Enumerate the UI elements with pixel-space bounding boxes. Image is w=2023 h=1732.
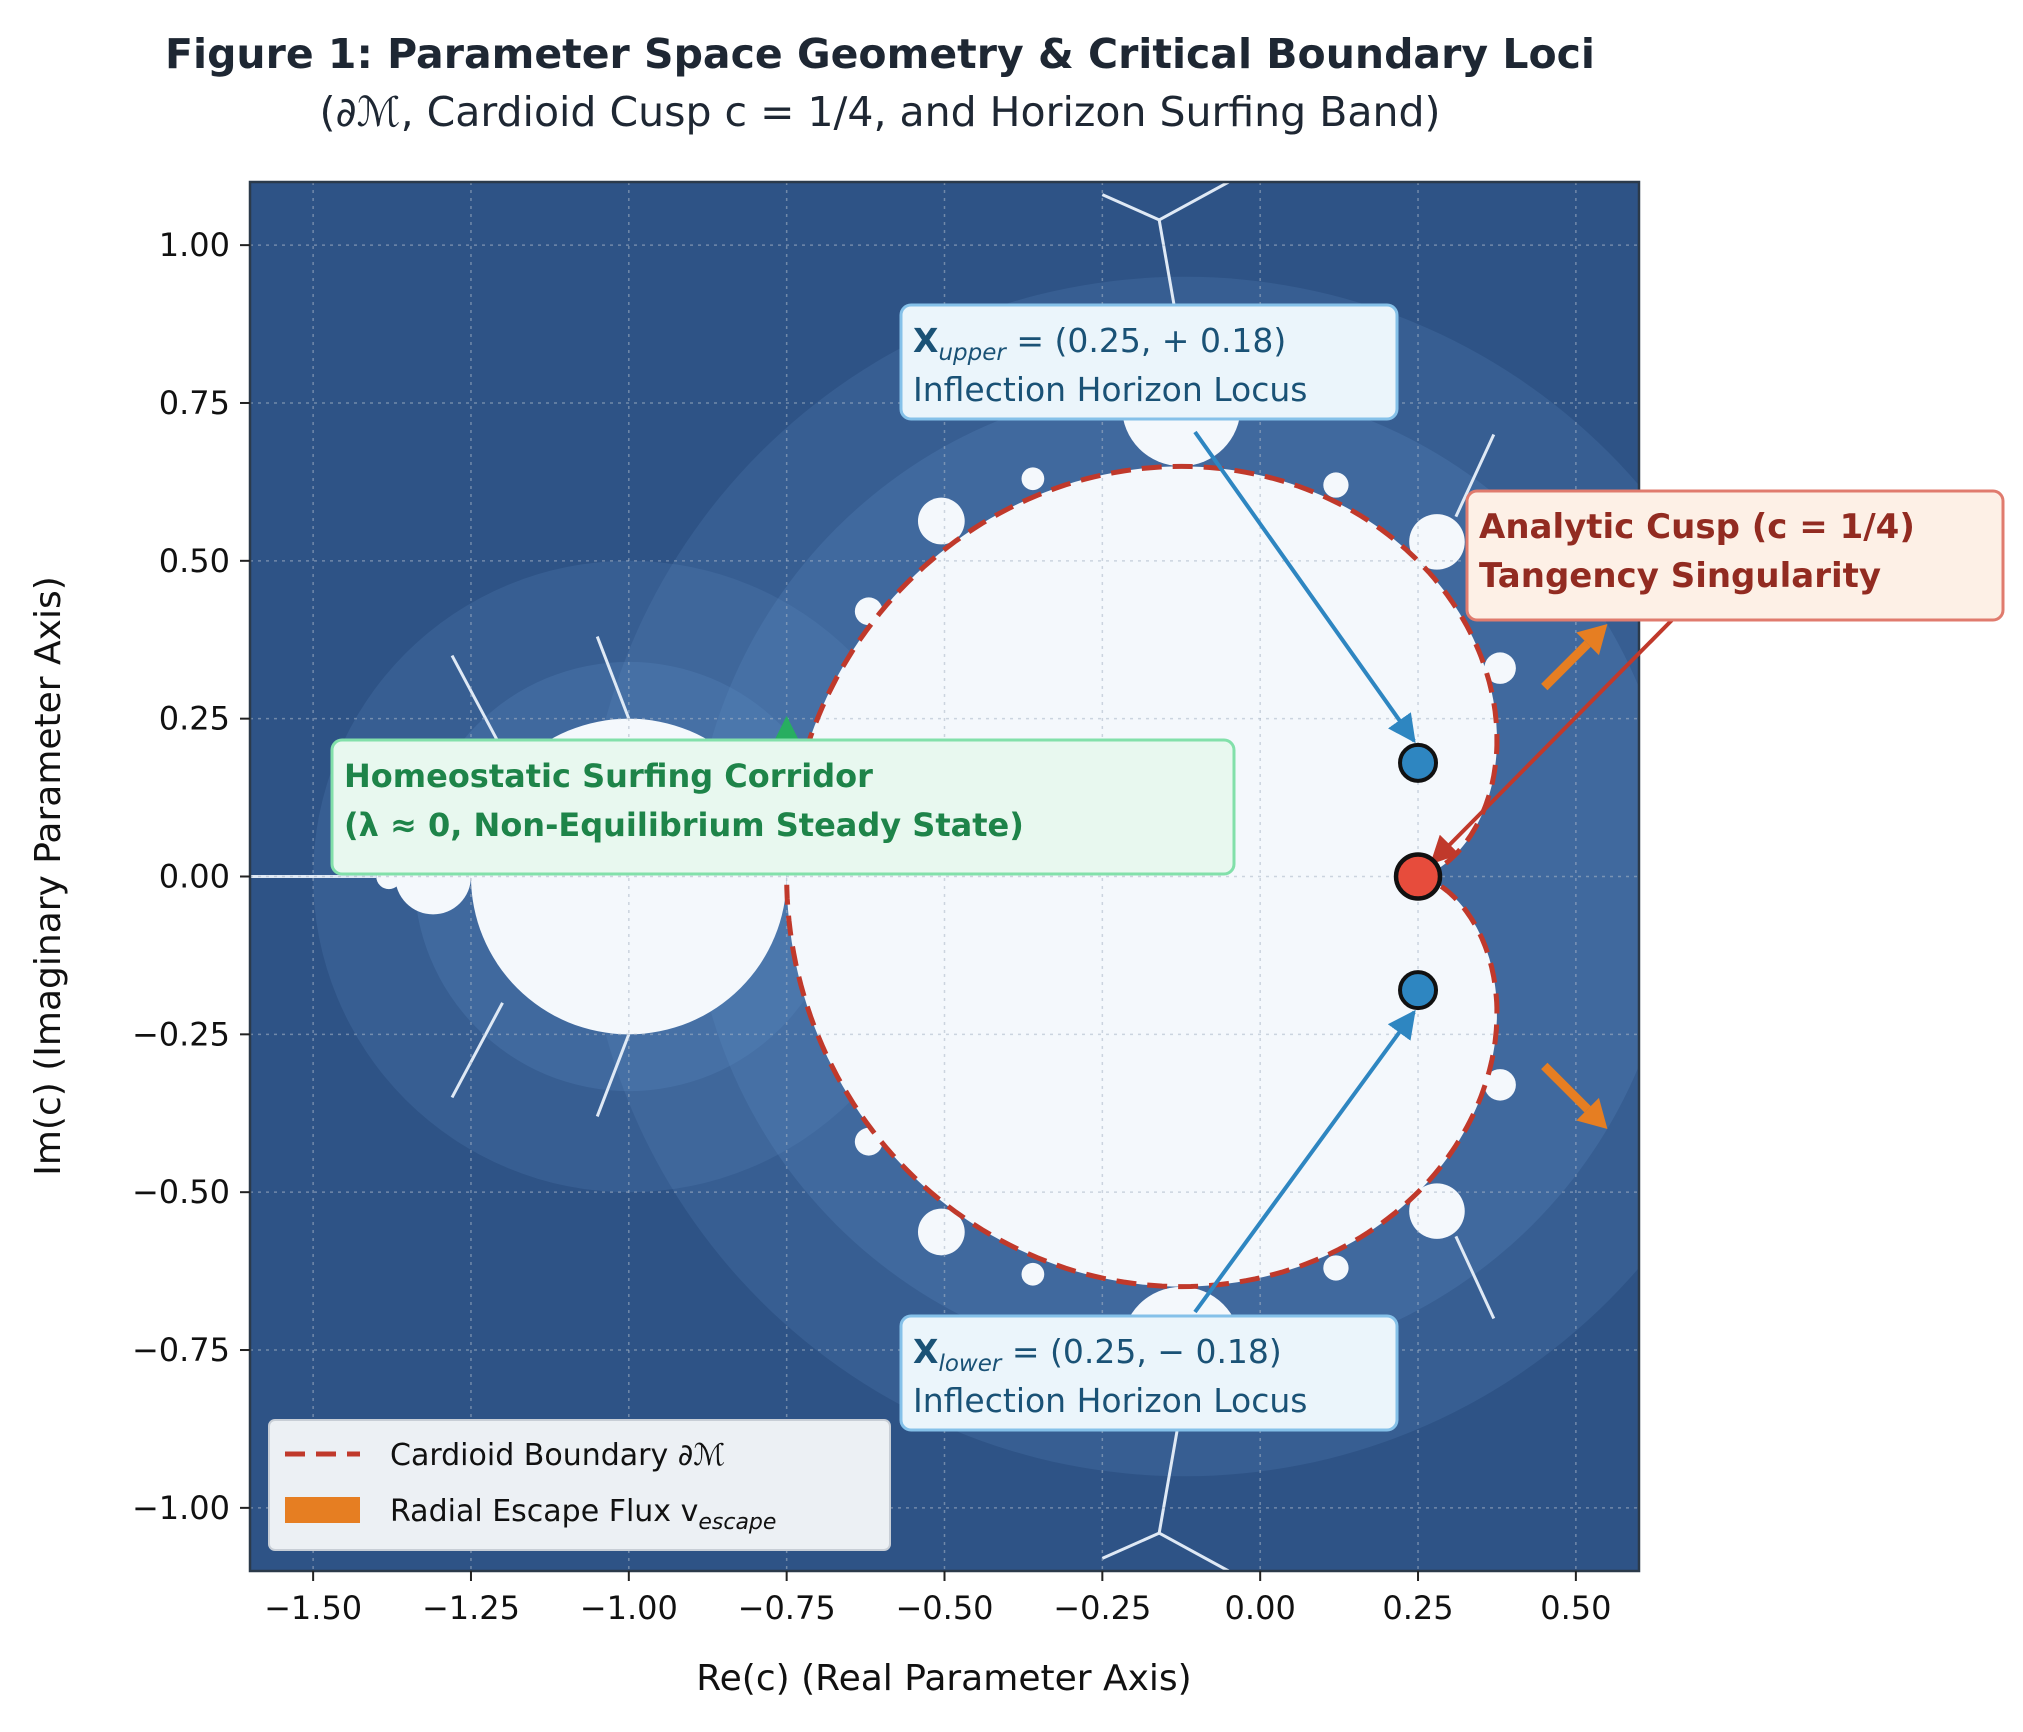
- bulb-11: [854, 597, 883, 626]
- radial-escape-flux-arrows: [1541, 623, 1608, 1130]
- annotation-coords-upper: = (0.25, + 0.18): [1006, 321, 1286, 360]
- bulb-14: [1021, 1262, 1045, 1286]
- y-tick-label-0: 1.00: [159, 226, 230, 264]
- x-tick-label-3: −0.75: [738, 1589, 836, 1627]
- y-tick-label-5: −0.25: [132, 1015, 230, 1053]
- filament-2: [1101, 193, 1160, 222]
- annotation-subscript-lower: lower: [938, 1351, 1002, 1377]
- legend-label-boundary: Cardioid Boundary ∂ℳ: [390, 1438, 725, 1473]
- bulb-16: [1323, 1255, 1349, 1281]
- legend-label-flux-sub: escape: [698, 1510, 776, 1535]
- bulb-5: [1409, 514, 1465, 570]
- annotation-cusp: Analytic Cusp (c = 1/4) Tangency Singular…: [1430, 489, 2005, 865]
- figure-subtitle: (∂ℳ, Cardioid Cusp c = 1/4, and Horizon …: [319, 88, 1441, 136]
- filament-9: [450, 654, 504, 751]
- y-tick-label-1: 0.75: [159, 384, 230, 422]
- bulb-8: [917, 1208, 965, 1256]
- x-tick-label-7: 0.25: [1382, 1589, 1453, 1627]
- bulb-9: [1484, 652, 1516, 684]
- legend-label-flux: Radial Escape Flux vescape: [390, 1494, 776, 1535]
- annotation-upper: Xupper = (0.25, + 0.18) Inflection Horizo…: [899, 303, 1416, 744]
- x-tick-label-8: 0.50: [1540, 1589, 1611, 1627]
- annotation-line2-lower: Inflection Horizon Locus: [913, 1381, 1308, 1420]
- flux-arrow-shaft-0: [1541, 640, 1591, 691]
- filament-10: [450, 1002, 504, 1099]
- bulb-13: [1021, 467, 1045, 491]
- bulb-6: [1409, 1183, 1465, 1239]
- x-tick-label-6: 0.00: [1225, 1589, 1296, 1627]
- axis-ticks: −1.50 −1.25 −1.00 −0.75 −0.50 −0.25 0.00 0.25 0.…: [132, 226, 1612, 1627]
- annotation-arrow-cusp: [1430, 618, 1674, 865]
- annotation-line2-cusp: Tangency Singularity: [1479, 556, 1881, 596]
- filament-12: [1454, 1235, 1496, 1320]
- annotation-arrow-lower: [1193, 1009, 1416, 1314]
- filament-6: [1158, 1531, 1230, 1571]
- annotation-coords-lower: = (0.25, − 0.18): [1001, 1332, 1281, 1371]
- y-tick-label-4: 0.00: [159, 858, 230, 896]
- critical-point-2: [1398, 970, 1439, 1011]
- annotation-line1-lower: Xlower = (0.25, − 0.18): [913, 1332, 1282, 1377]
- x-tick-label-0: −1.50: [264, 1589, 362, 1627]
- y-tick-label-8: −1.00: [132, 1489, 230, 1527]
- annotation-line2-corridor: (λ ≈ 0, Non-Equilibrium Steady State): [344, 806, 1024, 844]
- x-tick-label-5: −0.25: [1053, 1589, 1151, 1627]
- annotation-corridor: Homeostatic Surfing Corridor (λ ≈ 0, Non-…: [330, 715, 1236, 876]
- annotation-box-upper: [899, 303, 1399, 421]
- y-tick-label-3: 0.25: [159, 700, 230, 738]
- legend-swatch-flux: [285, 1497, 360, 1523]
- flux-arrow-head-1: [1576, 1097, 1608, 1130]
- annotation-line1-cusp: Analytic Cusp (c = 1/4): [1479, 507, 1915, 547]
- bulb-7: [917, 497, 965, 545]
- y-tick-label-6: −0.50: [132, 1173, 230, 1211]
- critical-point-1: [1393, 852, 1443, 901]
- cardioid-boundary-curve: [784, 463, 1500, 1290]
- y-tick-label-2: 0.50: [159, 542, 230, 580]
- figure-title: Figure 1: Parameter Space Geometry & Cri…: [165, 30, 1595, 78]
- filament-7: [595, 636, 631, 720]
- legend-label-flux-main: Radial Escape Flux v: [390, 1494, 698, 1529]
- annotations: Xupper = (0.25, + 0.18) Inflection Horizo…: [330, 303, 2005, 1432]
- annotation-box-lower: [899, 1314, 1399, 1432]
- bulb-10: [1484, 1069, 1516, 1101]
- filament-11: [1454, 433, 1496, 518]
- flux-arrow-shaft-1: [1541, 1062, 1591, 1113]
- x-tick-label-4: −0.50: [895, 1589, 993, 1627]
- annotation-symbol-upper: X: [913, 321, 938, 360]
- annotation-line1-corridor: Homeostatic Surfing Corridor: [344, 757, 873, 795]
- main-cardioid-fill: [786, 466, 1497, 1287]
- annotation-arrow-upper: [1193, 430, 1416, 744]
- x-tick-label-1: −1.25: [422, 1589, 520, 1627]
- legend-box: [268, 1419, 891, 1551]
- plot-area: [250, 182, 1639, 1571]
- filament-8: [595, 1033, 631, 1117]
- legend: Cardioid Boundary ∂ℳ Radial Escape Flux …: [268, 1419, 891, 1551]
- annotation-symbol-lower: X: [913, 1332, 938, 1371]
- annotation-lower: Xlower = (0.25, − 0.18) Inflection Horizo…: [899, 1009, 1416, 1432]
- annotation-line1-upper: Xupper = (0.25, + 0.18): [913, 321, 1286, 366]
- filament-5: [1101, 1531, 1160, 1560]
- x-axis-label: Re(c) (Real Parameter Axis): [696, 1658, 1191, 1699]
- annotation-box-cusp: [1465, 489, 2005, 622]
- y-tick-label-7: −0.75: [132, 1331, 230, 1369]
- x-tick-label-2: −1.00: [580, 1589, 678, 1627]
- y-axis-label: Im(c) (Imaginary Parameter Axis): [28, 576, 69, 1176]
- annotation-box-corridor: [330, 738, 1236, 876]
- annotation-subscript-upper: upper: [938, 340, 1007, 366]
- annotation-line2-upper: Inflection Horizon Locus: [913, 370, 1308, 409]
- critical-points: [1393, 742, 1443, 1011]
- bulb-12: [854, 1127, 883, 1156]
- bulb-15: [1323, 472, 1349, 498]
- filament-3: [1158, 182, 1230, 222]
- critical-point-0: [1398, 742, 1439, 783]
- flux-arrow-head-0: [1576, 623, 1608, 656]
